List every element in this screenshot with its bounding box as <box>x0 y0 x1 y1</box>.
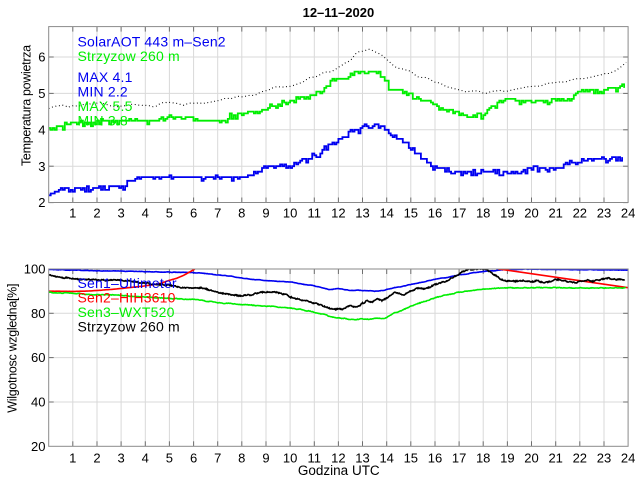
svg-text:7: 7 <box>214 450 221 465</box>
svg-text:7: 7 <box>214 206 221 221</box>
svg-text:21: 21 <box>548 450 562 465</box>
svg-text:11: 11 <box>308 206 322 221</box>
svg-text:16: 16 <box>428 206 442 221</box>
svg-text:2: 2 <box>93 206 100 221</box>
svg-text:100: 100 <box>24 262 46 277</box>
svg-text:16: 16 <box>428 450 442 465</box>
svg-text:40: 40 <box>31 395 45 410</box>
svg-text:12: 12 <box>331 206 345 221</box>
svg-text:11: 11 <box>308 450 322 465</box>
svg-text:8: 8 <box>238 206 245 221</box>
svg-text:Strzyzow 260 m: Strzyzow 260 m <box>78 48 180 64</box>
svg-text:Temperatura powietrza: Temperatura powietrza <box>20 45 34 166</box>
svg-text:23: 23 <box>597 450 611 465</box>
svg-text:9: 9 <box>262 450 269 465</box>
svg-text:21: 21 <box>548 206 562 221</box>
svg-text:80: 80 <box>31 306 45 321</box>
svg-text:8: 8 <box>238 450 245 465</box>
svg-text:5: 5 <box>166 206 173 221</box>
svg-text:MAX 4.1: MAX 4.1 <box>78 69 133 85</box>
svg-text:19: 19 <box>500 450 514 465</box>
svg-text:MAX 5.5: MAX 5.5 <box>78 98 133 114</box>
svg-text:10: 10 <box>283 450 297 465</box>
svg-text:4: 4 <box>38 122 45 137</box>
svg-text:1: 1 <box>69 450 76 465</box>
svg-text:18: 18 <box>476 450 490 465</box>
svg-text:20: 20 <box>524 206 538 221</box>
svg-text:24: 24 <box>621 450 635 465</box>
svg-text:3: 3 <box>117 450 124 465</box>
svg-text:SolarAOT 443 m–Sen2: SolarAOT 443 m–Sen2 <box>78 33 226 49</box>
svg-text:14: 14 <box>379 206 393 221</box>
svg-text:13: 13 <box>355 206 369 221</box>
svg-text:6: 6 <box>38 50 45 65</box>
svg-text:Strzyzow 260 m: Strzyzow 260 m <box>78 318 180 334</box>
svg-text:6: 6 <box>190 206 197 221</box>
svg-text:9: 9 <box>262 206 269 221</box>
svg-text:14: 14 <box>379 450 393 465</box>
svg-text:4: 4 <box>142 206 149 221</box>
svg-text:19: 19 <box>500 206 514 221</box>
svg-text:3: 3 <box>38 159 45 174</box>
svg-text:15: 15 <box>404 206 418 221</box>
svg-text:3: 3 <box>117 206 124 221</box>
svg-text:5: 5 <box>38 86 45 101</box>
svg-text:4: 4 <box>142 450 149 465</box>
svg-text:12: 12 <box>331 450 345 465</box>
svg-text:6: 6 <box>190 450 197 465</box>
svg-text:22: 22 <box>573 206 587 221</box>
svg-text:24: 24 <box>621 206 635 221</box>
svg-text:Wilgotnosc wzgledna[%]: Wilgotnosc wzgledna[%] <box>6 284 20 413</box>
svg-text:Sen2–HIH3610: Sen2–HIH3610 <box>78 289 176 305</box>
svg-text:10: 10 <box>283 206 297 221</box>
svg-text:20: 20 <box>524 450 538 465</box>
svg-text:12–11–2020: 12–11–2020 <box>303 5 375 20</box>
svg-text:MIN 2.2: MIN 2.2 <box>78 84 128 100</box>
svg-text:Sen1–Ultimeter: Sen1–Ultimeter <box>78 275 177 291</box>
svg-text:2: 2 <box>93 450 100 465</box>
svg-text:2: 2 <box>38 195 45 210</box>
svg-text:23: 23 <box>597 206 611 221</box>
svg-text:Sen3–WXT520: Sen3–WXT520 <box>78 304 175 320</box>
svg-text:13: 13 <box>355 450 369 465</box>
svg-text:Godzina UTC: Godzina UTC <box>298 463 380 478</box>
svg-text:60: 60 <box>31 350 45 365</box>
svg-text:18: 18 <box>476 206 490 221</box>
svg-text:17: 17 <box>452 206 466 221</box>
svg-text:1: 1 <box>69 206 76 221</box>
svg-text:15: 15 <box>404 450 418 465</box>
svg-text:20: 20 <box>31 439 45 454</box>
svg-text:5: 5 <box>166 450 173 465</box>
svg-text:MIN 3.8: MIN 3.8 <box>78 112 128 128</box>
svg-text:17: 17 <box>452 450 466 465</box>
svg-text:22: 22 <box>573 450 587 465</box>
